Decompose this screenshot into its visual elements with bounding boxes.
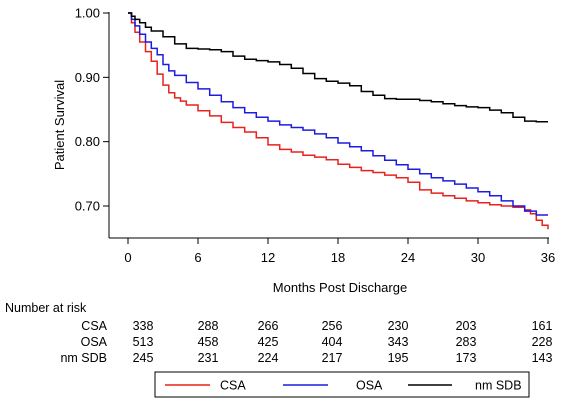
x-tick-label: 12 bbox=[261, 250, 275, 265]
risk-count: 338 bbox=[133, 319, 154, 333]
risk-count: 143 bbox=[532, 351, 553, 365]
risk-row-label: nm SDB bbox=[60, 351, 107, 365]
x-tick-label: 30 bbox=[471, 250, 485, 265]
legend-items: CSA OSA nm SDB bbox=[165, 379, 522, 393]
y-tick-label: 0.80 bbox=[75, 134, 100, 149]
risk-count: 224 bbox=[258, 351, 279, 365]
risk-count: 458 bbox=[198, 335, 219, 349]
risk-count: 266 bbox=[258, 319, 279, 333]
x-tick-label: 0 bbox=[124, 250, 131, 265]
number-at-risk-table: Number at risk CSA 338 288 266 256 230 203 161 O… bbox=[5, 301, 552, 365]
x-tick-label: 24 bbox=[401, 250, 415, 265]
risk-table-title: Number at risk bbox=[5, 301, 87, 315]
series-line-nm-sdb bbox=[128, 12, 548, 123]
legend-box bbox=[154, 371, 530, 398]
risk-count: 245 bbox=[133, 351, 154, 365]
risk-count: 343 bbox=[388, 335, 409, 349]
y-tick-label: 0.90 bbox=[75, 70, 100, 85]
x-tick-label: 36 bbox=[541, 250, 555, 265]
x-tick-label: 6 bbox=[194, 250, 201, 265]
series-line-csa bbox=[128, 12, 549, 230]
risk-count: 283 bbox=[456, 335, 477, 349]
legend-label: OSA bbox=[356, 379, 383, 393]
risk-count: 231 bbox=[198, 351, 219, 365]
risk-row-label: OSA bbox=[81, 335, 108, 349]
risk-count: 425 bbox=[258, 335, 279, 349]
risk-count: 173 bbox=[456, 351, 477, 365]
legend-label: CSA bbox=[220, 379, 246, 393]
series-line-osa bbox=[128, 12, 548, 216]
risk-count: 404 bbox=[322, 335, 343, 349]
risk-count: 195 bbox=[388, 351, 409, 365]
risk-count: 161 bbox=[532, 319, 553, 333]
y-tick-label: 0.70 bbox=[75, 199, 100, 214]
risk-count: 513 bbox=[133, 335, 154, 349]
x-axis-title: Months Post Discharge bbox=[273, 280, 407, 295]
risk-count: 217 bbox=[322, 351, 343, 365]
legend: CSA OSA nm SDB bbox=[154, 371, 530, 398]
x-axis-ticks: 0 6 12 18 24 30 36 bbox=[124, 238, 555, 265]
risk-row-label: CSA bbox=[81, 319, 107, 333]
x-tick-label: 18 bbox=[331, 250, 345, 265]
risk-count: 256 bbox=[322, 319, 343, 333]
y-axis-ticks: 1.00 0.90 0.80 0.70 bbox=[75, 6, 109, 214]
risk-count: 203 bbox=[456, 319, 477, 333]
risk-count: 228 bbox=[532, 335, 553, 349]
y-axis-title: Patient Survival bbox=[52, 80, 67, 170]
legend-label: nm SDB bbox=[475, 379, 522, 393]
plot-area: 0 6 12 18 24 30 36 1.00 0.90 0.80 0.70 bbox=[75, 6, 556, 266]
series-layer bbox=[128, 12, 549, 230]
risk-count: 288 bbox=[198, 319, 219, 333]
y-tick-label: 1.00 bbox=[75, 6, 100, 21]
risk-count: 230 bbox=[388, 319, 409, 333]
